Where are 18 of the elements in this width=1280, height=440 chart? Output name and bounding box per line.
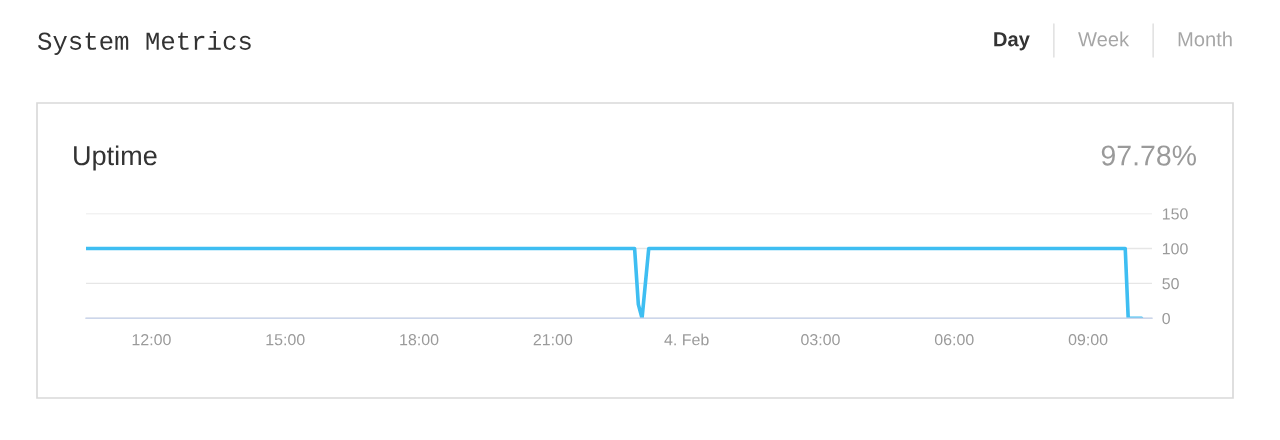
y-tick-label: 100 — [1162, 243, 1188, 255]
x-tick-label: 15:00 — [266, 334, 305, 346]
x-tick-label: 03:00 — [801, 334, 840, 346]
chart-title: System Metrics — [37, 31, 251, 55]
x-tick-label: 21:00 — [533, 334, 573, 346]
x-tick-label: 09:00 — [1068, 334, 1108, 346]
y-tick-label: 0 — [1162, 312, 1170, 325]
y-tick-label: 150 — [1162, 208, 1188, 220]
text: Week — [1078, 31, 1130, 47]
x-tick-label: 12:00 — [132, 334, 171, 346]
x-tick-label: 18:00 — [400, 334, 439, 346]
x-tick-label: 4. Feb — [664, 333, 709, 346]
y-tick-label: 50 — [1162, 278, 1179, 290]
text: Day — [994, 32, 1030, 51]
chart-subtitle: Uptime — [74, 145, 157, 171]
text: Month — [1178, 31, 1232, 47]
x-tick-label: 06:00 — [934, 334, 974, 346]
text: 97.78% — [1101, 145, 1196, 166]
